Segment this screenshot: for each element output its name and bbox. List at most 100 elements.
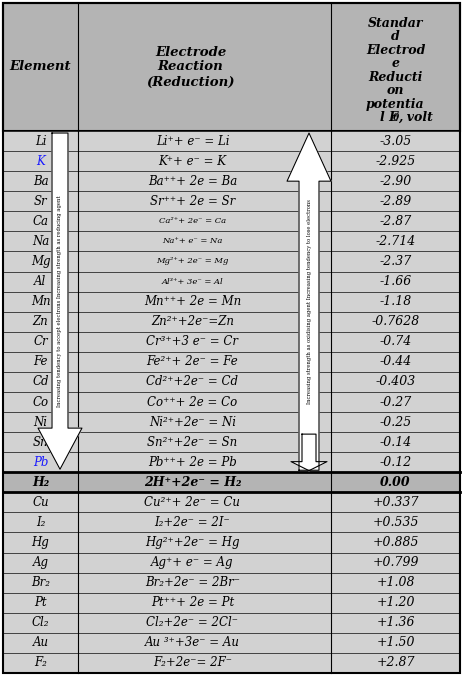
Text: Ag: Ag: [32, 556, 49, 569]
Bar: [3, 212, 460, 231]
Text: K: K: [36, 155, 45, 168]
Text: I₂: I₂: [36, 516, 45, 529]
Text: Pb⁺⁺+ 2e = Pb: Pb⁺⁺+ 2e = Pb: [148, 456, 237, 468]
Bar: [3, 492, 460, 512]
Bar: [3, 512, 460, 533]
Text: Mg²⁺+ 2e⁻ = Mg: Mg²⁺+ 2e⁻ = Mg: [156, 258, 229, 266]
Text: I₂+2e⁻ = 2I⁻: I₂+2e⁻ = 2I⁻: [155, 516, 231, 529]
Bar: [3, 473, 460, 492]
Bar: [3, 312, 460, 332]
Bar: [3, 191, 460, 212]
Text: Increasing strength as oxidising agent Increasing tendency to lose electrons: Increasing strength as oxidising agent I…: [307, 199, 312, 404]
Text: l E: l E: [380, 112, 398, 124]
Text: -1.66: -1.66: [379, 275, 412, 288]
Text: -0.7628: -0.7628: [371, 315, 419, 329]
Bar: [3, 573, 460, 593]
Text: +0.337: +0.337: [372, 496, 419, 509]
Text: Hg²⁺+2e⁻ = Hg: Hg²⁺+2e⁻ = Hg: [145, 536, 240, 549]
Text: on: on: [387, 84, 404, 97]
Text: Cr³⁺+3 e⁻ = Cr: Cr³⁺+3 e⁻ = Cr: [146, 335, 238, 348]
Text: 0: 0: [393, 114, 399, 122]
Text: -2.89: -2.89: [379, 195, 412, 208]
Text: Na: Na: [32, 235, 49, 248]
Polygon shape: [38, 133, 82, 469]
Text: Au: Au: [32, 636, 49, 650]
Bar: [3, 332, 460, 352]
Text: Electrode
Reaction
(Reduction): Electrode Reaction (Reduction): [146, 45, 235, 89]
Text: +1.36: +1.36: [376, 617, 415, 629]
Text: Cd²⁺+2e⁻ = Cd: Cd²⁺+2e⁻ = Cd: [146, 375, 238, 389]
Text: Br₂: Br₂: [31, 576, 50, 589]
Text: Reducti: Reducti: [368, 71, 423, 84]
Bar: [3, 533, 460, 552]
Text: Au ³⁺+3e⁻ = Au: Au ³⁺+3e⁻ = Au: [145, 636, 240, 650]
Text: F₂+2e⁻= 2F⁻: F₂+2e⁻= 2F⁻: [153, 656, 232, 669]
Text: Cu: Cu: [32, 496, 49, 509]
Text: Ca²⁺+ 2e⁻ = Ca: Ca²⁺+ 2e⁻ = Ca: [159, 217, 226, 225]
Bar: [3, 372, 460, 392]
Bar: [3, 151, 460, 171]
Text: e: e: [392, 57, 400, 70]
Text: Co: Co: [32, 395, 49, 408]
Text: Pt⁺⁺+ 2e = Pt: Pt⁺⁺+ 2e = Pt: [151, 596, 234, 609]
Text: -0.14: -0.14: [379, 435, 412, 449]
Polygon shape: [287, 133, 331, 470]
Text: -3.05: -3.05: [379, 135, 412, 147]
Text: Cd: Cd: [32, 375, 49, 389]
Bar: [3, 612, 460, 633]
Bar: [3, 392, 460, 412]
Bar: [3, 432, 460, 452]
Text: Ni: Ni: [33, 416, 48, 429]
Text: Fe²⁺+ 2e⁻ = Fe: Fe²⁺+ 2e⁻ = Fe: [147, 356, 238, 368]
Text: Co⁺⁺+ 2e = Co: Co⁺⁺+ 2e = Co: [147, 395, 238, 408]
Text: -2.90: -2.90: [379, 174, 412, 188]
Text: Cu²⁺+ 2e⁻ = Cu: Cu²⁺+ 2e⁻ = Cu: [144, 496, 240, 509]
Text: -0.27: -0.27: [379, 395, 412, 408]
Bar: [3, 412, 460, 432]
Text: -0.403: -0.403: [375, 375, 416, 389]
Bar: [3, 653, 460, 673]
Text: Sn²⁺+2e⁻ = Sn: Sn²⁺+2e⁻ = Sn: [147, 435, 238, 449]
Text: Hg: Hg: [31, 536, 50, 549]
Text: +0.799: +0.799: [372, 556, 419, 569]
Text: +1.08: +1.08: [376, 576, 415, 589]
Bar: [3, 231, 460, 251]
Text: -2.87: -2.87: [379, 215, 412, 228]
Text: Mg: Mg: [31, 255, 50, 268]
Text: Increasing tendency to accept electrons Increasing strength as reducing agent: Increasing tendency to accept electrons …: [57, 195, 63, 407]
Text: -2.925: -2.925: [375, 155, 416, 168]
Text: 2H⁺+2e⁻ = H₂: 2H⁺+2e⁻ = H₂: [144, 476, 241, 489]
Text: Al: Al: [34, 275, 47, 288]
Bar: [3, 452, 460, 473]
Text: Li⁺+ e⁻ = Li: Li⁺+ e⁻ = Li: [156, 135, 229, 147]
Bar: [3, 272, 460, 291]
Text: 0.00: 0.00: [380, 476, 411, 489]
Text: Ba: Ba: [33, 174, 48, 188]
Text: Ag⁺+ e⁻ = Ag: Ag⁺+ e⁻ = Ag: [151, 556, 234, 569]
Bar: [3, 593, 460, 612]
Text: Mn⁺⁺+ 2e = Mn: Mn⁺⁺+ 2e = Mn: [144, 295, 241, 308]
Text: -0.25: -0.25: [379, 416, 412, 429]
Text: , volt: , volt: [399, 112, 433, 124]
Text: +1.20: +1.20: [376, 596, 415, 609]
Text: Mn: Mn: [31, 295, 50, 308]
Text: d: d: [391, 30, 400, 43]
Text: K⁺+ e⁻ = K: K⁺+ e⁻ = K: [158, 155, 226, 168]
Text: Sr: Sr: [34, 195, 47, 208]
Text: -0.12: -0.12: [379, 456, 412, 468]
Bar: [3, 633, 460, 653]
Text: Br₂+2e⁻ = 2Br⁻: Br₂+2e⁻ = 2Br⁻: [145, 576, 240, 589]
Text: -0.74: -0.74: [379, 335, 412, 348]
Text: Ca: Ca: [32, 215, 49, 228]
Text: Pb: Pb: [33, 456, 48, 468]
Text: potentia: potentia: [366, 98, 425, 111]
Text: -2.714: -2.714: [375, 235, 416, 248]
Text: -1.18: -1.18: [379, 295, 412, 308]
Text: Ba⁺⁺+ 2e = Ba: Ba⁺⁺+ 2e = Ba: [148, 174, 237, 188]
Text: +2.87: +2.87: [376, 656, 415, 669]
Text: Zn: Zn: [32, 315, 48, 329]
Text: +1.50: +1.50: [376, 636, 415, 650]
Text: Element: Element: [10, 60, 71, 74]
Text: F₂: F₂: [34, 656, 47, 669]
Text: Al³⁺+ 3e⁻ = Al: Al³⁺+ 3e⁻ = Al: [162, 278, 223, 285]
